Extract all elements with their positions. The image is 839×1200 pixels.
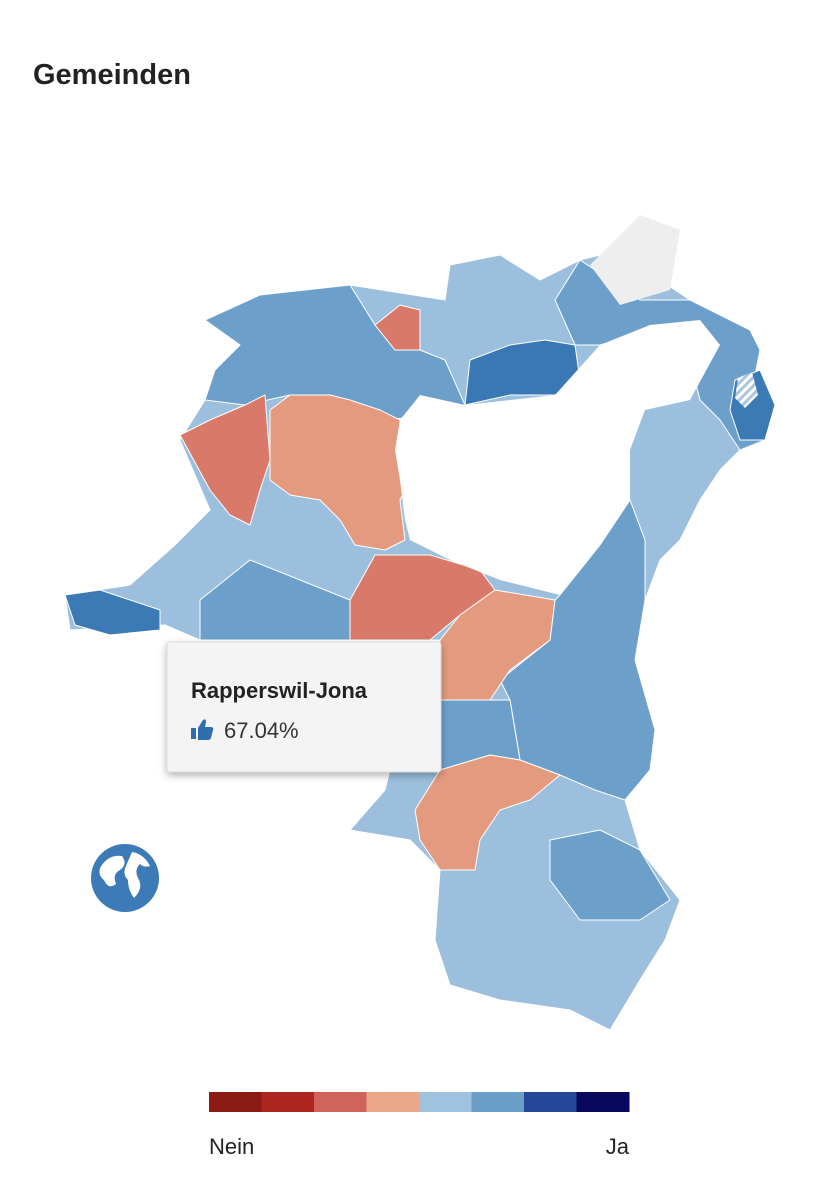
legend-low-label: Nein — [209, 1134, 254, 1159]
map-region — [374, 304, 421, 351]
title: Gemeinden — [33, 59, 191, 91]
legend-swatch — [366, 1092, 420, 1112]
tooltip-title: Rapperswil-Jona — [191, 678, 368, 703]
map-region — [554, 259, 776, 451]
hatched-region — [735, 372, 758, 408]
globe-button[interactable] — [91, 844, 159, 912]
legend-swatch — [261, 1092, 315, 1112]
globe-continents — [99, 852, 150, 898]
map-region — [464, 339, 581, 406]
legend-swatch — [576, 1092, 630, 1112]
no-data-region — [590, 215, 680, 305]
legend-high-label: Ja — [606, 1134, 630, 1159]
legend-swatch — [314, 1092, 367, 1112]
thumbs-up-icon — [191, 719, 214, 740]
map-region — [499, 499, 656, 801]
globe-icon[interactable] — [91, 844, 159, 912]
legend-swatch — [524, 1092, 577, 1112]
map-region — [269, 394, 411, 551]
map-region — [439, 589, 556, 701]
tooltip-value: 67.04% — [224, 718, 299, 743]
legend-swatch — [209, 1092, 262, 1112]
lake — [395, 320, 720, 595]
map-region — [179, 394, 271, 526]
legend-swatch — [419, 1092, 472, 1112]
map-region — [64, 589, 161, 636]
tooltip: Rapperswil-Jona 67.04% — [166, 641, 442, 773]
map-region — [549, 829, 671, 921]
tooltip-box — [166, 641, 442, 773]
legend-swatch — [471, 1092, 525, 1112]
map — [64, 215, 776, 1031]
legend — [209, 1092, 630, 1112]
map-region — [414, 754, 561, 871]
